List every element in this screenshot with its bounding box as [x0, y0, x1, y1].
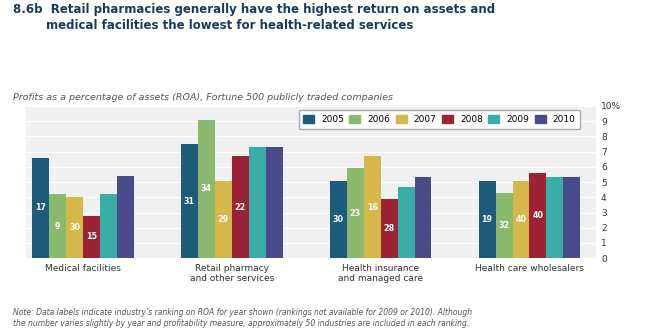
- Bar: [398, 187, 415, 258]
- Bar: [364, 156, 380, 258]
- Text: 8.6b  Retail pharmacies generally have the highest return on assets and
        : 8.6b Retail pharmacies generally have th…: [13, 3, 495, 32]
- Bar: [117, 176, 134, 258]
- Text: 40: 40: [533, 211, 544, 220]
- Text: Profits as a percentage of assets (ROA), Fortune 500 publicly traded companies: Profits as a percentage of assets (ROA),…: [13, 93, 393, 102]
- Bar: [529, 173, 546, 258]
- Bar: [513, 180, 529, 258]
- Bar: [198, 119, 215, 258]
- Bar: [249, 147, 266, 258]
- Bar: [100, 194, 117, 258]
- Text: 28: 28: [384, 224, 395, 233]
- Bar: [49, 194, 66, 258]
- Bar: [496, 193, 513, 258]
- Bar: [232, 156, 249, 258]
- Bar: [32, 158, 49, 258]
- Legend: 2005, 2006, 2007, 2008, 2009, 2010: 2005, 2006, 2007, 2008, 2009, 2010: [299, 111, 580, 129]
- Bar: [380, 199, 398, 258]
- Text: 22: 22: [235, 203, 246, 212]
- Bar: [415, 177, 432, 258]
- Text: 15: 15: [86, 232, 97, 241]
- Bar: [66, 197, 83, 258]
- Text: 16: 16: [367, 203, 378, 212]
- Bar: [347, 168, 364, 258]
- Text: 29: 29: [218, 215, 229, 224]
- Text: 17: 17: [35, 204, 46, 213]
- Text: 40: 40: [516, 215, 527, 224]
- Bar: [215, 180, 232, 258]
- Bar: [563, 177, 581, 258]
- Bar: [181, 144, 198, 258]
- Text: 23: 23: [350, 209, 361, 218]
- Text: Note: Data labels indicate industry’s ranking on ROA for year shown (rankings no: Note: Data labels indicate industry’s ra…: [13, 308, 472, 328]
- Bar: [479, 180, 496, 258]
- Text: 30: 30: [69, 223, 80, 232]
- Bar: [83, 215, 100, 258]
- Text: 9: 9: [55, 222, 60, 231]
- Bar: [330, 180, 347, 258]
- Text: 19: 19: [481, 215, 492, 224]
- Text: 34: 34: [201, 184, 212, 193]
- Text: 32: 32: [498, 221, 509, 230]
- Bar: [546, 177, 563, 258]
- Bar: [266, 147, 283, 258]
- Text: 30: 30: [333, 215, 344, 224]
- Text: 31: 31: [184, 197, 195, 206]
